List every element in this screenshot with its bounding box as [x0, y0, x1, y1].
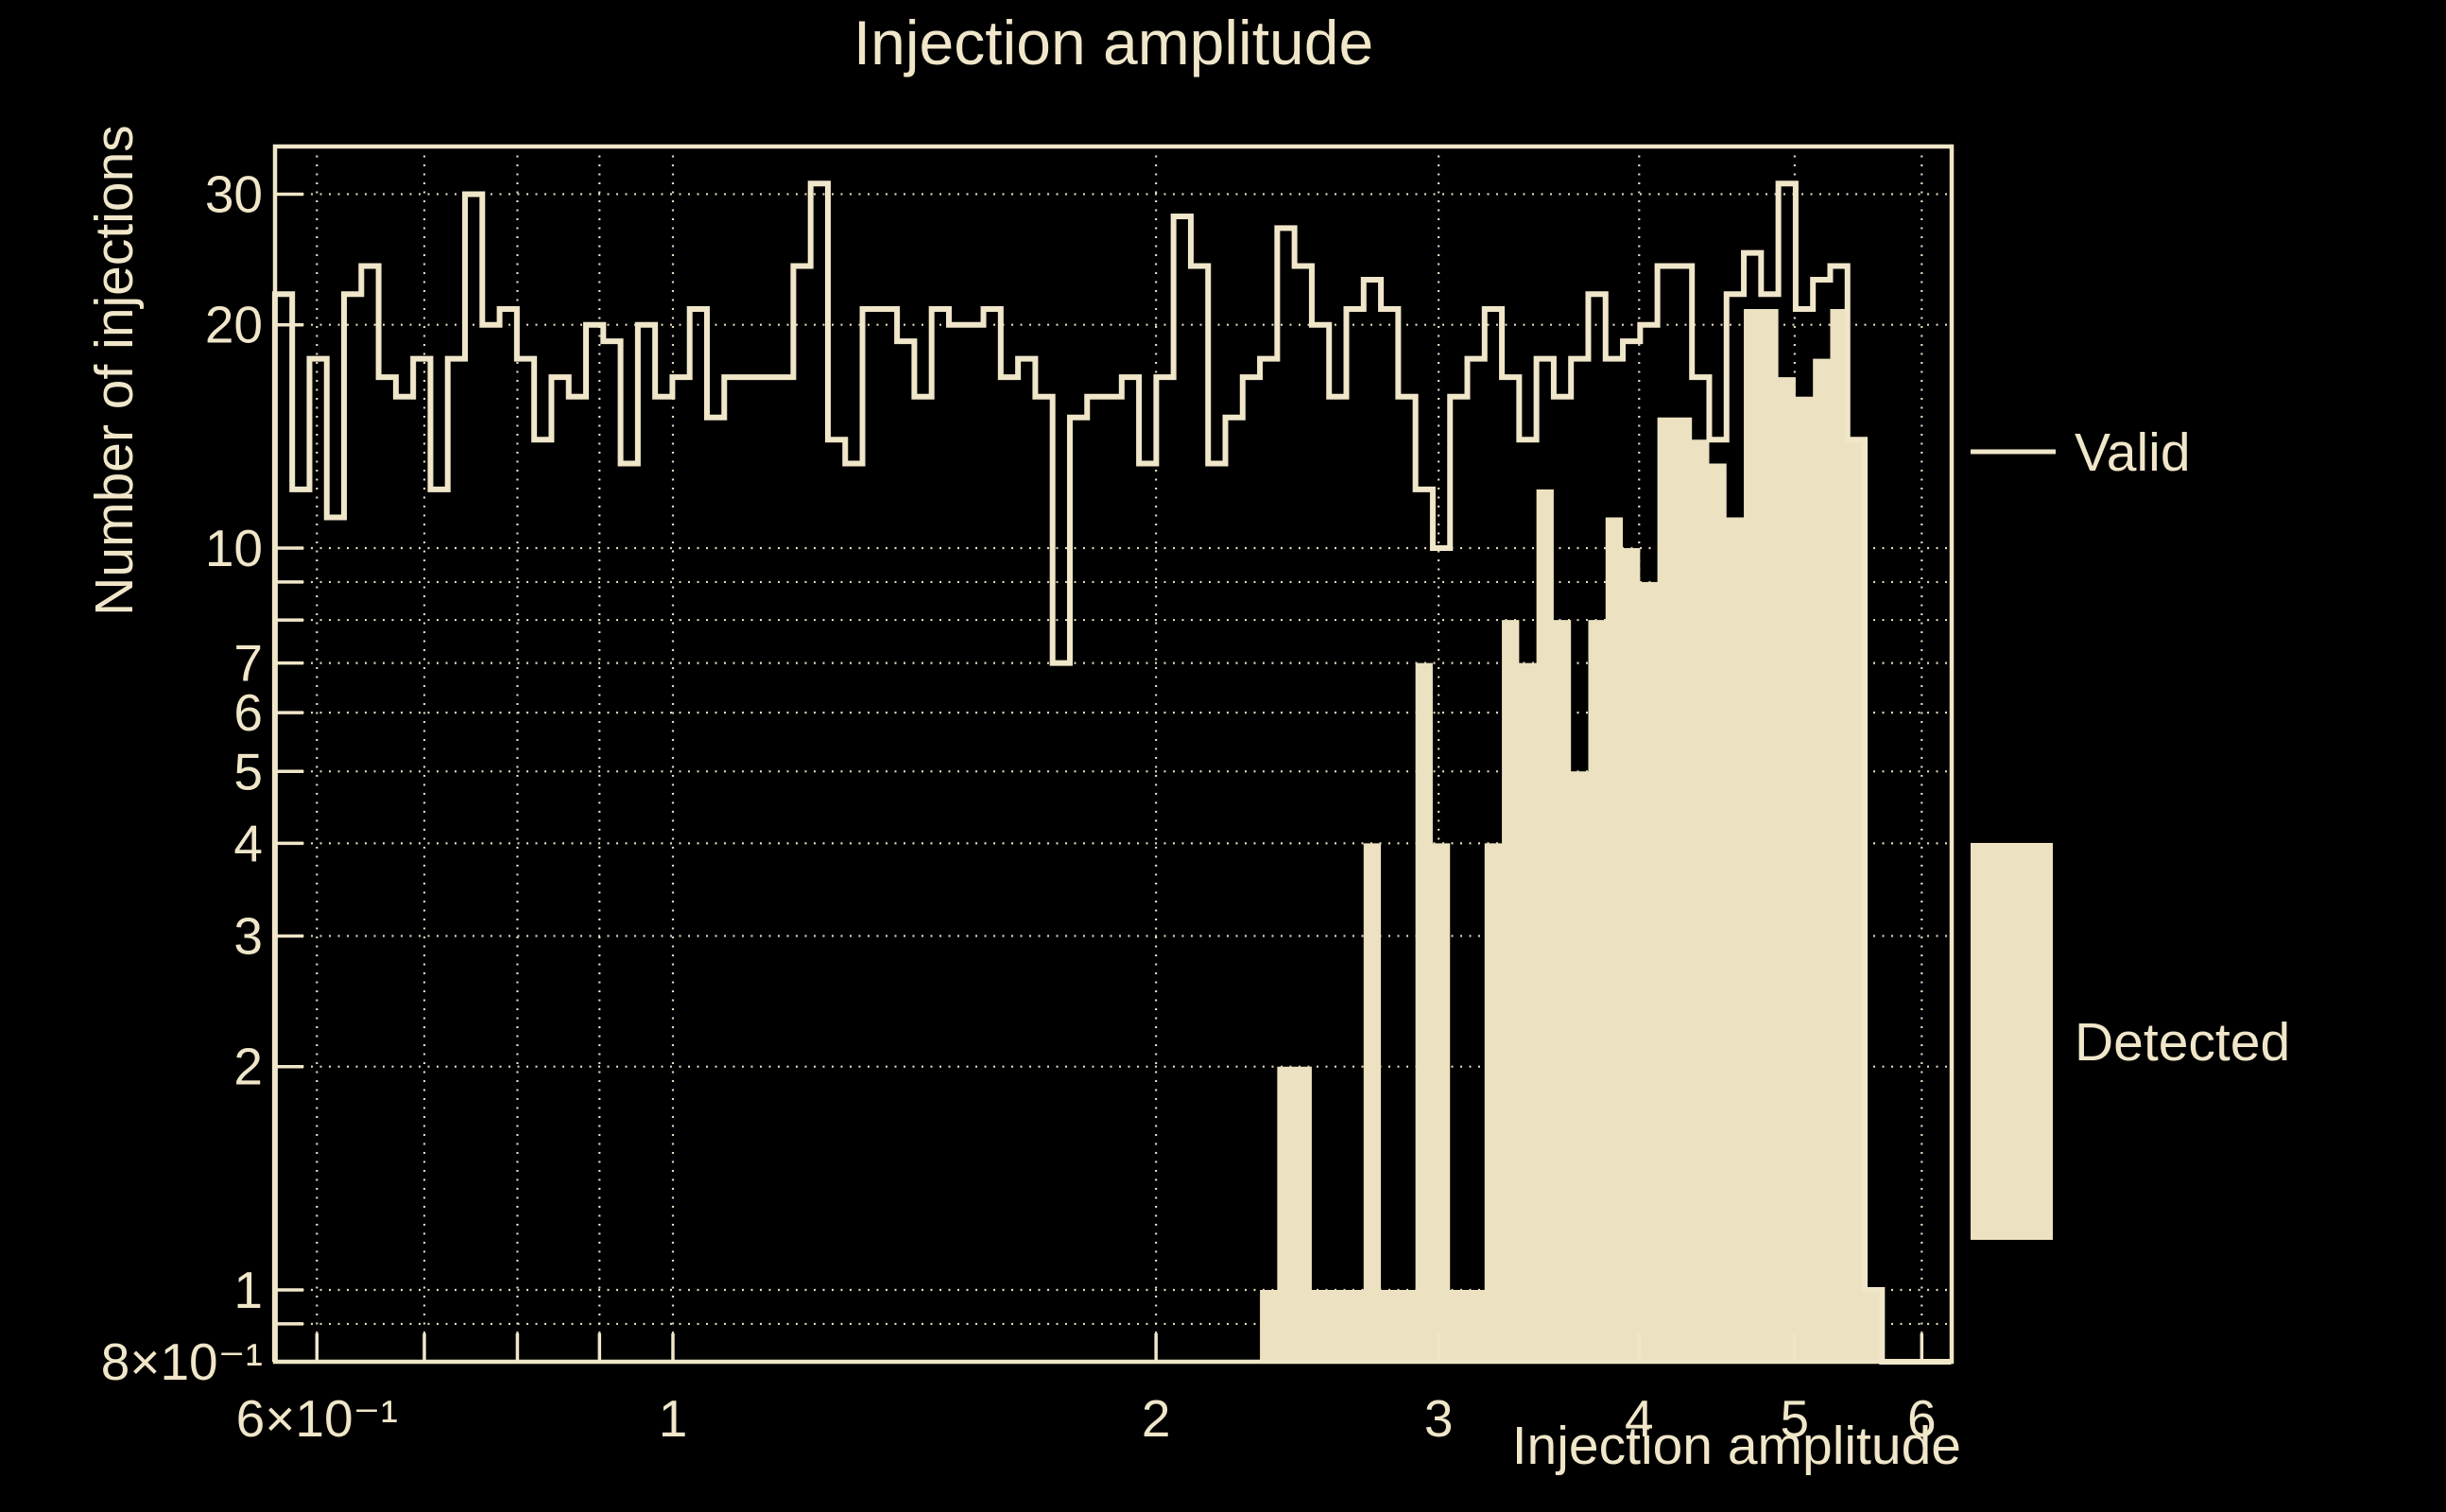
- y-tick-label: 5: [233, 742, 263, 800]
- plot-frame: [272, 144, 1955, 1365]
- y-tick-label: 10: [205, 519, 263, 577]
- y-tick-label: 30: [205, 164, 263, 223]
- legend: Valid Detected: [1971, 422, 2290, 1240]
- x-tick-label: 5: [1781, 1389, 1810, 1448]
- x-tick-label: 6×10⁻¹: [236, 1389, 398, 1448]
- y-tick-label: 1: [233, 1261, 263, 1319]
- x-tick-label: 2: [1142, 1389, 1171, 1448]
- y-tick-label: 20: [205, 296, 263, 354]
- x-tick-label: 3: [1424, 1389, 1454, 1448]
- x-tick-label: 6: [1907, 1389, 1937, 1448]
- legend-valid-label: Valid: [2075, 422, 2191, 483]
- y-tick-label: 6: [233, 683, 263, 742]
- y-axis-label: Number of injections: [84, 125, 145, 616]
- chart-title: Injection amplitude: [853, 8, 1373, 77]
- y-tick-label: 4: [233, 814, 263, 872]
- detected-histogram: [274, 309, 1952, 1362]
- legend-detected-label: Detected: [2075, 1012, 2290, 1073]
- y-tick-label: 2: [233, 1038, 263, 1096]
- y-tick-label: 7: [233, 634, 263, 693]
- legend-detected-swatch: [1971, 843, 2053, 1240]
- valid-histogram: [271, 180, 1952, 1365]
- x-axis-label: Injection amplitude: [1512, 1416, 1961, 1476]
- y-tick-label: 3: [233, 906, 263, 965]
- y-tick-label: 8×10⁻¹: [101, 1332, 263, 1391]
- x-tick-label: 4: [1625, 1389, 1654, 1448]
- x-tick-label: 1: [659, 1389, 688, 1448]
